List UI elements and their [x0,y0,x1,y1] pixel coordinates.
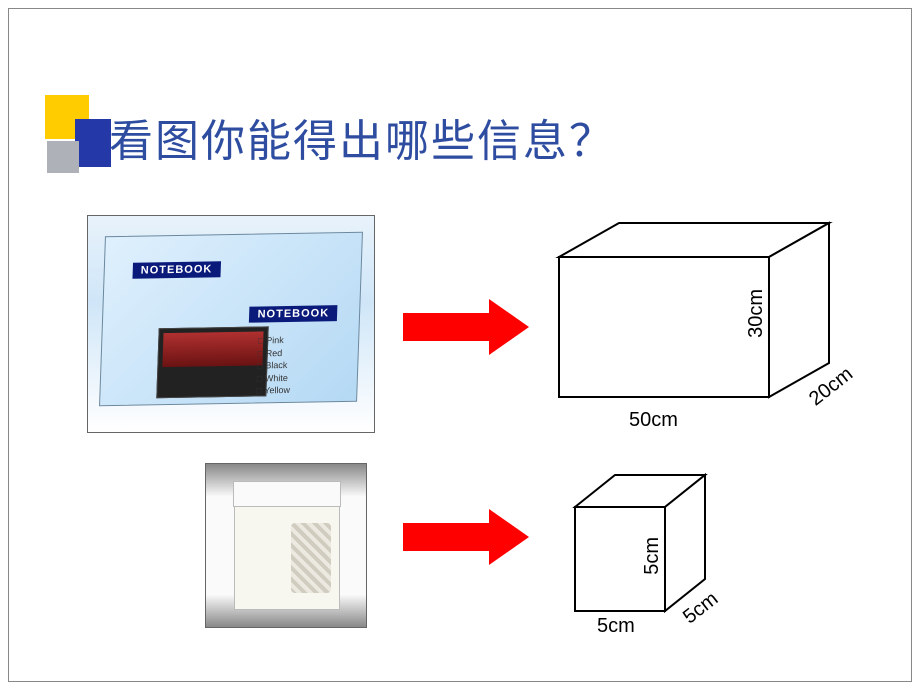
arrow-head [489,509,529,565]
slide-canvas: 看图你能得出哪些信息？ NOTEBOOK NOTEBOOK □ Pink □ R… [8,8,912,682]
slide: 看图你能得出哪些信息？ NOTEBOOK NOTEBOOK □ Pink □ R… [0,0,920,690]
dimension-width: 50cm [629,409,678,432]
square-blue [75,119,111,167]
small-box-illustration [234,482,340,610]
color-option: □ Black [257,358,327,372]
color-option: □ Red [258,346,328,360]
small-box-lid [233,481,341,507]
arrow-head [489,299,529,355]
arrow-icon [403,509,529,565]
square-gray [47,141,79,173]
laptop-screen [162,331,263,367]
corner-decoration [35,95,115,175]
color-option: □ Yellow [256,384,326,398]
cuboid-diagram-large: 50cm 30cm 20cm [549,217,879,437]
dimension-height: 30cm [745,289,768,338]
slide-title: 看图你能得出哪些信息？ [109,105,615,169]
arrow-shaft [403,523,489,551]
color-option: □ Pink [258,333,328,347]
dimension-height: 5cm [641,537,664,575]
small-box-pattern [291,523,331,593]
cuboid-front-face [559,257,769,397]
notebook-box-illustration: NOTEBOOK NOTEBOOK □ Pink □ Red □ Black □… [99,232,363,407]
laptop-illustration [156,326,268,398]
color-options-list: □ Pink □ Red □ Black □ White □ Yellow [256,333,328,397]
dimension-width: 5cm [597,615,635,638]
arrow-icon [403,299,529,355]
color-option: □ White [257,371,327,385]
arrow-shaft [403,313,489,341]
cube-diagram-small: 5cm 5cm 5cm [557,461,747,651]
notebook-brand-label-side: NOTEBOOK [249,305,337,323]
product-photo-small-box [205,463,367,628]
product-photo-notebook-box: NOTEBOOK NOTEBOOK □ Pink □ Red □ Black □… [87,215,375,433]
notebook-brand-label-top: NOTEBOOK [132,261,220,279]
